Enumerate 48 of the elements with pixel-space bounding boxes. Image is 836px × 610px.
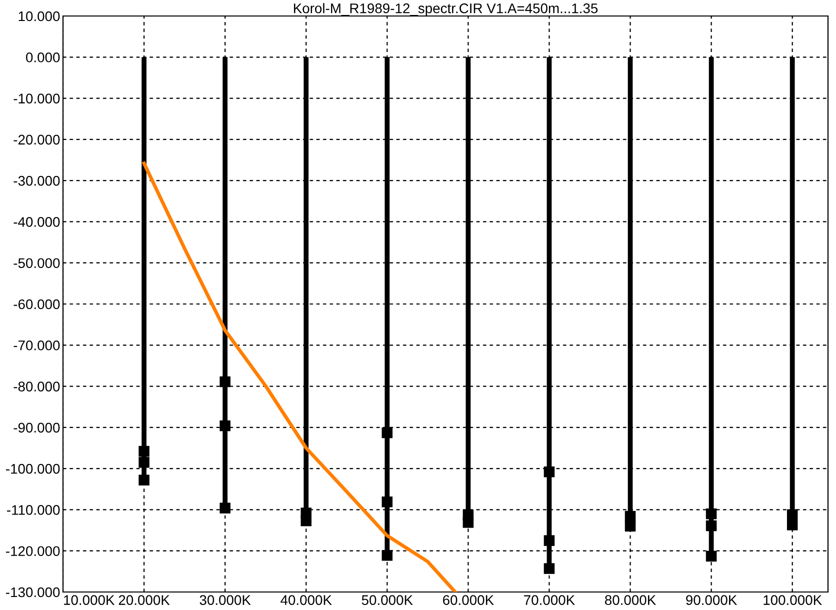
point <box>300 508 312 518</box>
line-series <box>142 162 457 592</box>
point <box>706 508 717 520</box>
point <box>706 520 717 532</box>
point <box>786 520 798 530</box>
point <box>544 466 555 478</box>
x-tick-label: 60.000K <box>443 595 494 605</box>
point <box>544 535 555 546</box>
chart-title: Korol-M_R1989-12_spectr.CIR V1.A=450m...1.35 <box>294 3 598 16</box>
point <box>138 474 150 486</box>
y-tick-label: -130.000 <box>6 587 60 598</box>
point <box>786 509 798 520</box>
y-tick-label: -40.000 <box>14 217 60 227</box>
point <box>624 510 636 522</box>
y-tick-label: -30.000 <box>14 176 60 186</box>
y-tick-label: -50.000 <box>14 258 60 268</box>
point <box>138 457 150 468</box>
y-tick-label: 0.000 <box>26 52 60 62</box>
x-tick-label: 100.000K <box>764 595 822 605</box>
point <box>220 502 230 514</box>
y-tick-label: -110.000 <box>7 505 60 515</box>
point <box>138 446 150 457</box>
y-tick-label: -60.000 <box>14 299 60 310</box>
x-tick-label: 70.000K <box>524 595 575 605</box>
y-tick-label: -10.000 <box>14 94 60 104</box>
point <box>382 550 393 561</box>
x-tick-label: 10.000K <box>64 595 115 605</box>
y-tick-label: -120.000 <box>6 546 60 556</box>
point <box>382 496 393 508</box>
y-tick-label: -90.000 <box>14 422 60 433</box>
point <box>462 510 474 520</box>
x-tick-label: 90.000K <box>686 595 738 605</box>
x-tick-label: 30.000K <box>200 595 251 605</box>
point <box>624 520 636 532</box>
point <box>706 550 717 562</box>
x-tick-label: 50.000K <box>362 595 413 605</box>
point <box>382 427 393 438</box>
point <box>544 563 555 574</box>
point <box>220 420 230 432</box>
y-tick-label: -20.000 <box>14 134 60 145</box>
x-tick-label: 40.000K <box>280 595 332 605</box>
y-tick-label: -100.000 <box>6 464 60 474</box>
x-tick-label: 80.000K <box>605 595 656 605</box>
y-tick-label: -80.000 <box>14 382 60 392</box>
point <box>220 376 230 388</box>
x-tick-label: 20.000K <box>118 595 170 605</box>
y-tick-label: -70.000 <box>14 340 60 350</box>
y-tick-label: 10.000 <box>18 11 60 22</box>
